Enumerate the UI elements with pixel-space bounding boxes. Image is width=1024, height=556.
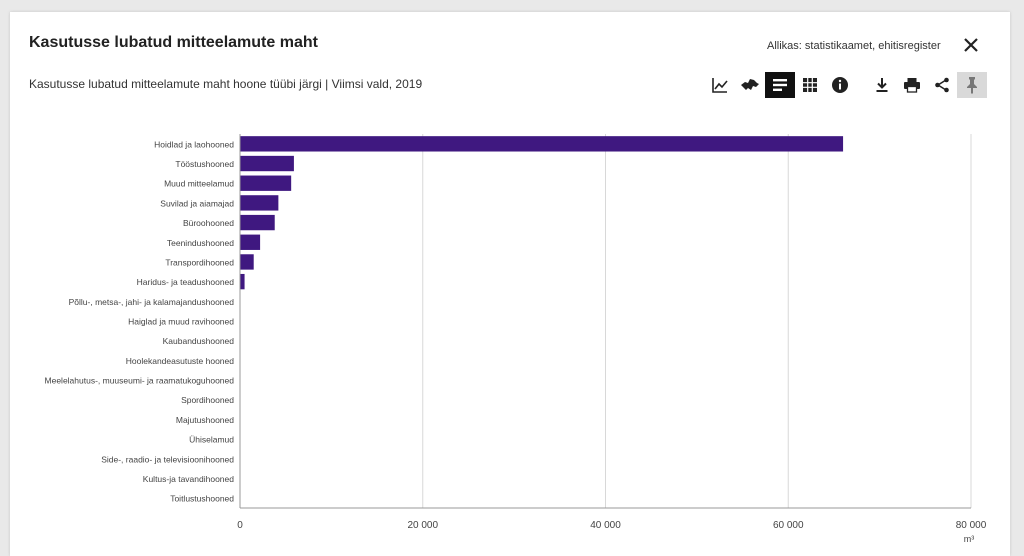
table-button[interactable]: [795, 72, 825, 98]
category-label: Kultus-ja tavandihooned: [143, 474, 234, 484]
bar-chart: 0 20 000 40 000 60 000 80 000 Hoidlad ja laoh…: [10, 12, 1010, 556]
bar: [240, 155, 294, 172]
x-unit-label: m³: [964, 534, 975, 544]
category-label: Põllu-, metsa-, jahi- ja kalamajandushoo…: [69, 297, 235, 307]
map-icon: [741, 79, 759, 90]
bar: [240, 136, 844, 152]
download-icon: [876, 78, 888, 92]
x-tick-label: 60 000: [773, 520, 804, 531]
category-label: Meelelahutus-, muuseumi- ja raamatukoguh…: [45, 376, 235, 386]
info-icon: [832, 77, 848, 93]
bar: [240, 214, 275, 231]
table-icon: [803, 78, 817, 92]
bar-chart-button[interactable]: [765, 72, 795, 98]
chart-dialog: Kasutusse lubatud mitteelamute maht Alli…: [10, 12, 1010, 556]
category-label: Transpordihooned: [165, 257, 234, 267]
line-chart-button[interactable]: [705, 72, 735, 98]
category-label: Ühiselamud: [189, 435, 234, 445]
category-label: Teenindushooned: [167, 238, 234, 248]
share-icon: [935, 77, 949, 93]
bar: [240, 195, 279, 211]
chart-subtitle: Kasutusse lubatud mitteelamute maht hoon…: [29, 77, 423, 91]
pin-button[interactable]: [957, 72, 987, 98]
category-label: Suvilad ja aiamajad: [160, 198, 234, 208]
download-button[interactable]: [867, 72, 897, 98]
category-label: Hoidlad ja laohooned: [154, 139, 234, 149]
x-tick-label: 80 000: [956, 520, 987, 531]
category-label: Tööstushooned: [175, 159, 234, 169]
category-label: Hoolekandeasutuste hooned: [126, 356, 234, 366]
category-label: Kaubandushooned: [163, 336, 235, 346]
map-button[interactable]: [735, 72, 765, 98]
print-button[interactable]: [897, 72, 927, 98]
bar: [240, 175, 292, 191]
category-label: Spordihooned: [181, 395, 234, 405]
dialog-title: Kasutusse lubatud mitteelamute maht: [29, 34, 318, 51]
category-label: Haridus- ja teadushooned: [137, 277, 235, 287]
x-tick-label: 0: [237, 520, 243, 531]
close-icon: [964, 38, 978, 52]
bar-chart-icon: [773, 79, 787, 91]
category-label: Haiglad ja muud ravihooned: [128, 317, 234, 327]
line-chart-icon: [712, 78, 728, 93]
share-button[interactable]: [927, 72, 957, 98]
chart-toolbar: [705, 71, 987, 99]
category-label: Muud mitteelamud: [164, 179, 234, 189]
bar: [240, 254, 254, 270]
bar: [240, 234, 261, 250]
pin-icon: [967, 77, 977, 94]
close-button[interactable]: [960, 34, 982, 56]
chart-svg: 0 20 000 40 000 60 000 80 000 Hoidlad ja laoh…: [45, 134, 987, 544]
source-text: Allikas: statistikaamet, ehitisregister: [767, 40, 941, 52]
x-tick-label: 40 000: [590, 520, 621, 531]
print-icon: [904, 78, 920, 93]
category-label: Side-, raadio- ja televisioonihooned: [101, 454, 234, 464]
x-tick-label: 20 000: [407, 520, 438, 531]
category-label: Majutushooned: [176, 415, 234, 425]
category-label: Büroohooned: [183, 218, 234, 228]
info-button[interactable]: [825, 72, 855, 98]
bar: [240, 273, 245, 290]
category-label: Toitlustushooned: [170, 494, 234, 504]
